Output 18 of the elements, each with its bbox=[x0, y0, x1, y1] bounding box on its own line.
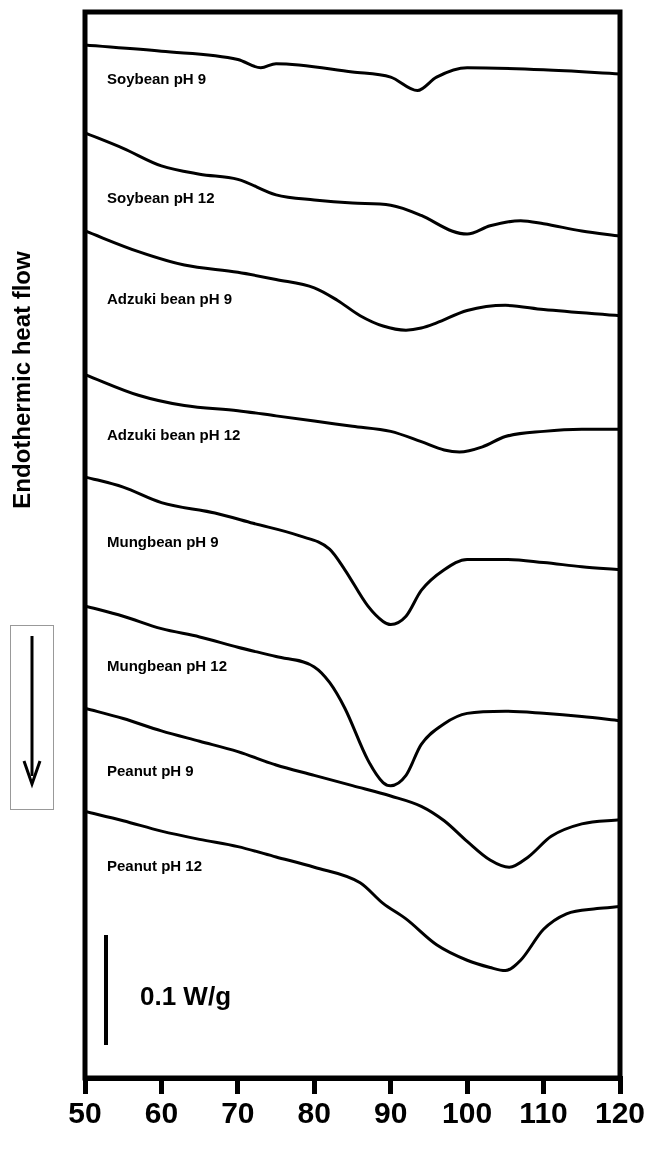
x-tick-label: 120 bbox=[594, 1096, 646, 1130]
series-label: Soybean pH 9 bbox=[107, 69, 207, 87]
x-tick-label: 110 bbox=[519, 1096, 568, 1130]
y-axis-title: Endothermic heat flow bbox=[8, 251, 36, 509]
x-tick-label: 90 bbox=[374, 1096, 408, 1130]
series-label: Mungbean pH 12 bbox=[107, 657, 228, 675]
series-label: Peanut pH 12 bbox=[107, 856, 203, 874]
annotation: 0.1 W/g bbox=[140, 981, 232, 1012]
x-tick-label: 100 bbox=[442, 1096, 493, 1130]
x-tick-label: 50 bbox=[68, 1096, 102, 1130]
x-tick-label: 80 bbox=[297, 1096, 331, 1130]
series-label: Adzuki bean pH 12 bbox=[107, 426, 241, 444]
series-label: Mungbean pH 9 bbox=[107, 533, 219, 551]
series-label: Peanut pH 9 bbox=[107, 761, 194, 779]
x-tick-label: 60 bbox=[144, 1096, 179, 1130]
series-label: Adzuki bean pH 9 bbox=[107, 289, 233, 307]
series-label: Soybean pH 12 bbox=[107, 189, 215, 207]
x-tick-label: 70 bbox=[221, 1096, 255, 1130]
